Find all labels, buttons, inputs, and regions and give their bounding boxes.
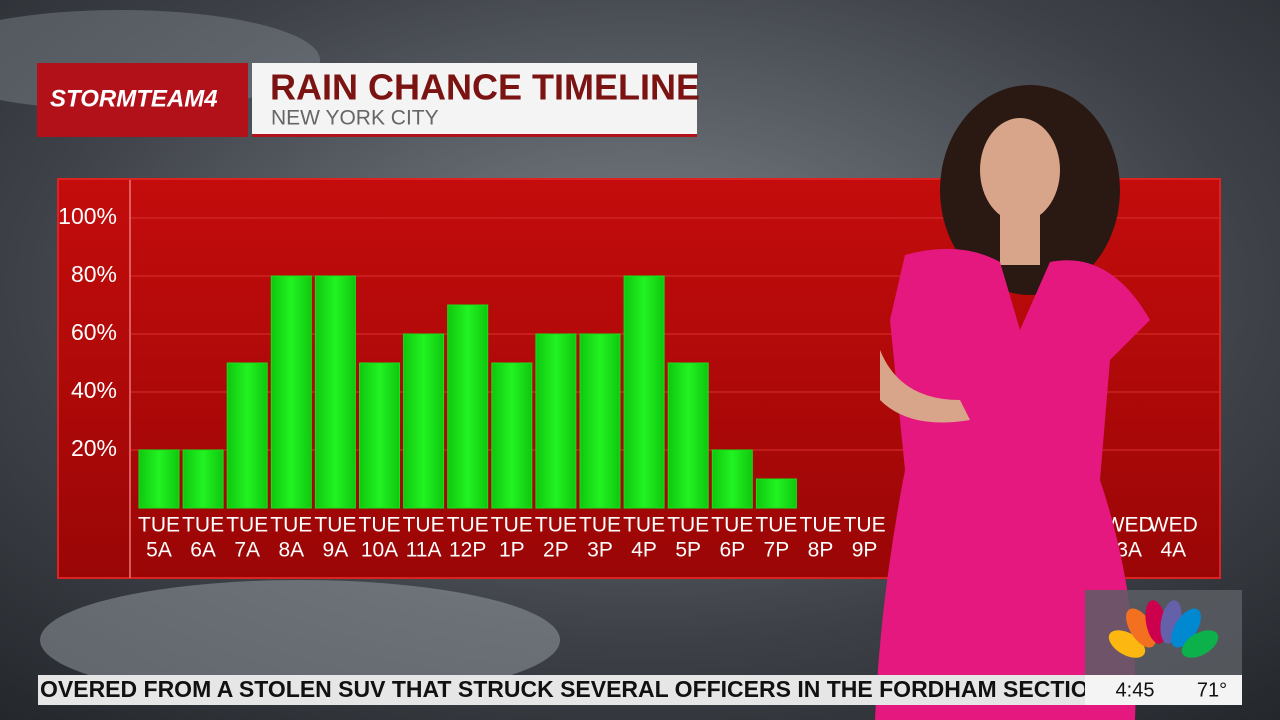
x-tick-label: 8A	[278, 539, 304, 562]
petal	[1171, 608, 1201, 648]
x-tick-label: 8P	[808, 539, 834, 562]
chart-title: RAIN CHANCE TIMELINE	[270, 67, 700, 108]
bar	[270, 275, 312, 509]
x-tick-label: 10A	[361, 539, 398, 562]
temperature: 71°	[1197, 679, 1227, 701]
bar	[535, 333, 577, 509]
time: 4:45	[1116, 679, 1155, 701]
bar	[755, 478, 797, 509]
ticker-text: OVERED FROM A STOLEN SUV THAT STRUCK SEV…	[40, 676, 1219, 702]
bar	[667, 362, 709, 509]
x-tick-label: 1P	[499, 539, 525, 562]
x-tick-label: TUE	[270, 514, 312, 537]
y-tick-label: 20%	[71, 435, 117, 461]
x-tick-label: TUE	[359, 514, 401, 537]
info-bar	[1085, 675, 1242, 705]
petal	[1126, 608, 1156, 648]
dress	[875, 248, 1150, 720]
x-tick-label: TUE	[447, 514, 489, 537]
bar	[226, 362, 268, 509]
bar	[623, 275, 665, 509]
x-tick-label: TUE	[755, 514, 797, 537]
x-tick-label: 9P	[852, 539, 878, 562]
x-tick-label: TUE	[182, 514, 224, 537]
x-tick-label: TUE	[314, 514, 356, 537]
bar	[711, 449, 753, 509]
x-tick-label: 5A	[146, 539, 172, 562]
bar	[359, 362, 400, 509]
x-tick-label: 4P	[631, 539, 657, 562]
x-tick-label: TUE	[403, 514, 445, 537]
x-tick-label: TUE	[623, 514, 665, 537]
x-tick-label: WED	[1149, 514, 1198, 537]
bar	[138, 449, 180, 509]
peacock-logo	[1108, 600, 1219, 658]
title-underline	[252, 134, 697, 137]
x-tick-label: TUE	[711, 514, 753, 537]
x-tick-label: WED	[1105, 514, 1154, 537]
x-tick-label: TUE	[491, 514, 533, 537]
y-tick-label: 100%	[58, 203, 117, 229]
ticker-bar	[38, 675, 1085, 705]
petal	[1181, 630, 1219, 658]
logo: STORMTEAM4	[50, 85, 218, 112]
x-tick-label: TUE	[579, 514, 621, 537]
x-tick-label: 9A	[323, 539, 349, 562]
x-tick-label: TUE	[800, 514, 842, 537]
x-tick-label: 6P	[719, 539, 745, 562]
bar	[182, 449, 224, 509]
y-tick-label: 60%	[71, 319, 117, 345]
x-tick-label: 11A	[406, 539, 442, 562]
logo-box	[37, 63, 248, 137]
face	[980, 118, 1060, 222]
bar	[314, 275, 356, 509]
x-tick-label: 6A	[190, 539, 216, 562]
cloud	[40, 580, 560, 700]
x-tick-label: TUE	[226, 514, 268, 537]
y-tick-label: 40%	[71, 377, 117, 403]
chart-subtitle: NEW YORK CITY	[271, 107, 439, 130]
hands	[880, 350, 970, 423]
x-tick-label: 7A	[234, 539, 260, 562]
bar	[579, 333, 621, 509]
x-tick-label: 3P	[587, 539, 613, 562]
x-tick-label: 5P	[675, 539, 701, 562]
x-tick-label: TUE	[138, 514, 180, 537]
bar	[447, 304, 489, 509]
bar	[491, 362, 533, 509]
x-tick-label: 12P	[449, 539, 486, 562]
x-tick-label: 2P	[543, 539, 569, 562]
x-tick-label: 3A	[1116, 539, 1142, 562]
title-box	[252, 63, 697, 137]
bar	[403, 333, 445, 509]
y-tick-label: 80%	[71, 261, 117, 287]
presenter	[875, 85, 1150, 720]
neck	[1000, 215, 1040, 265]
x-tick-label: TUE	[844, 514, 886, 537]
x-tick-label: 7P	[764, 539, 790, 562]
x-tick-label: 4A	[1160, 539, 1186, 562]
x-tick-label: TUE	[667, 514, 709, 537]
x-tick-label: TUE	[535, 514, 577, 537]
